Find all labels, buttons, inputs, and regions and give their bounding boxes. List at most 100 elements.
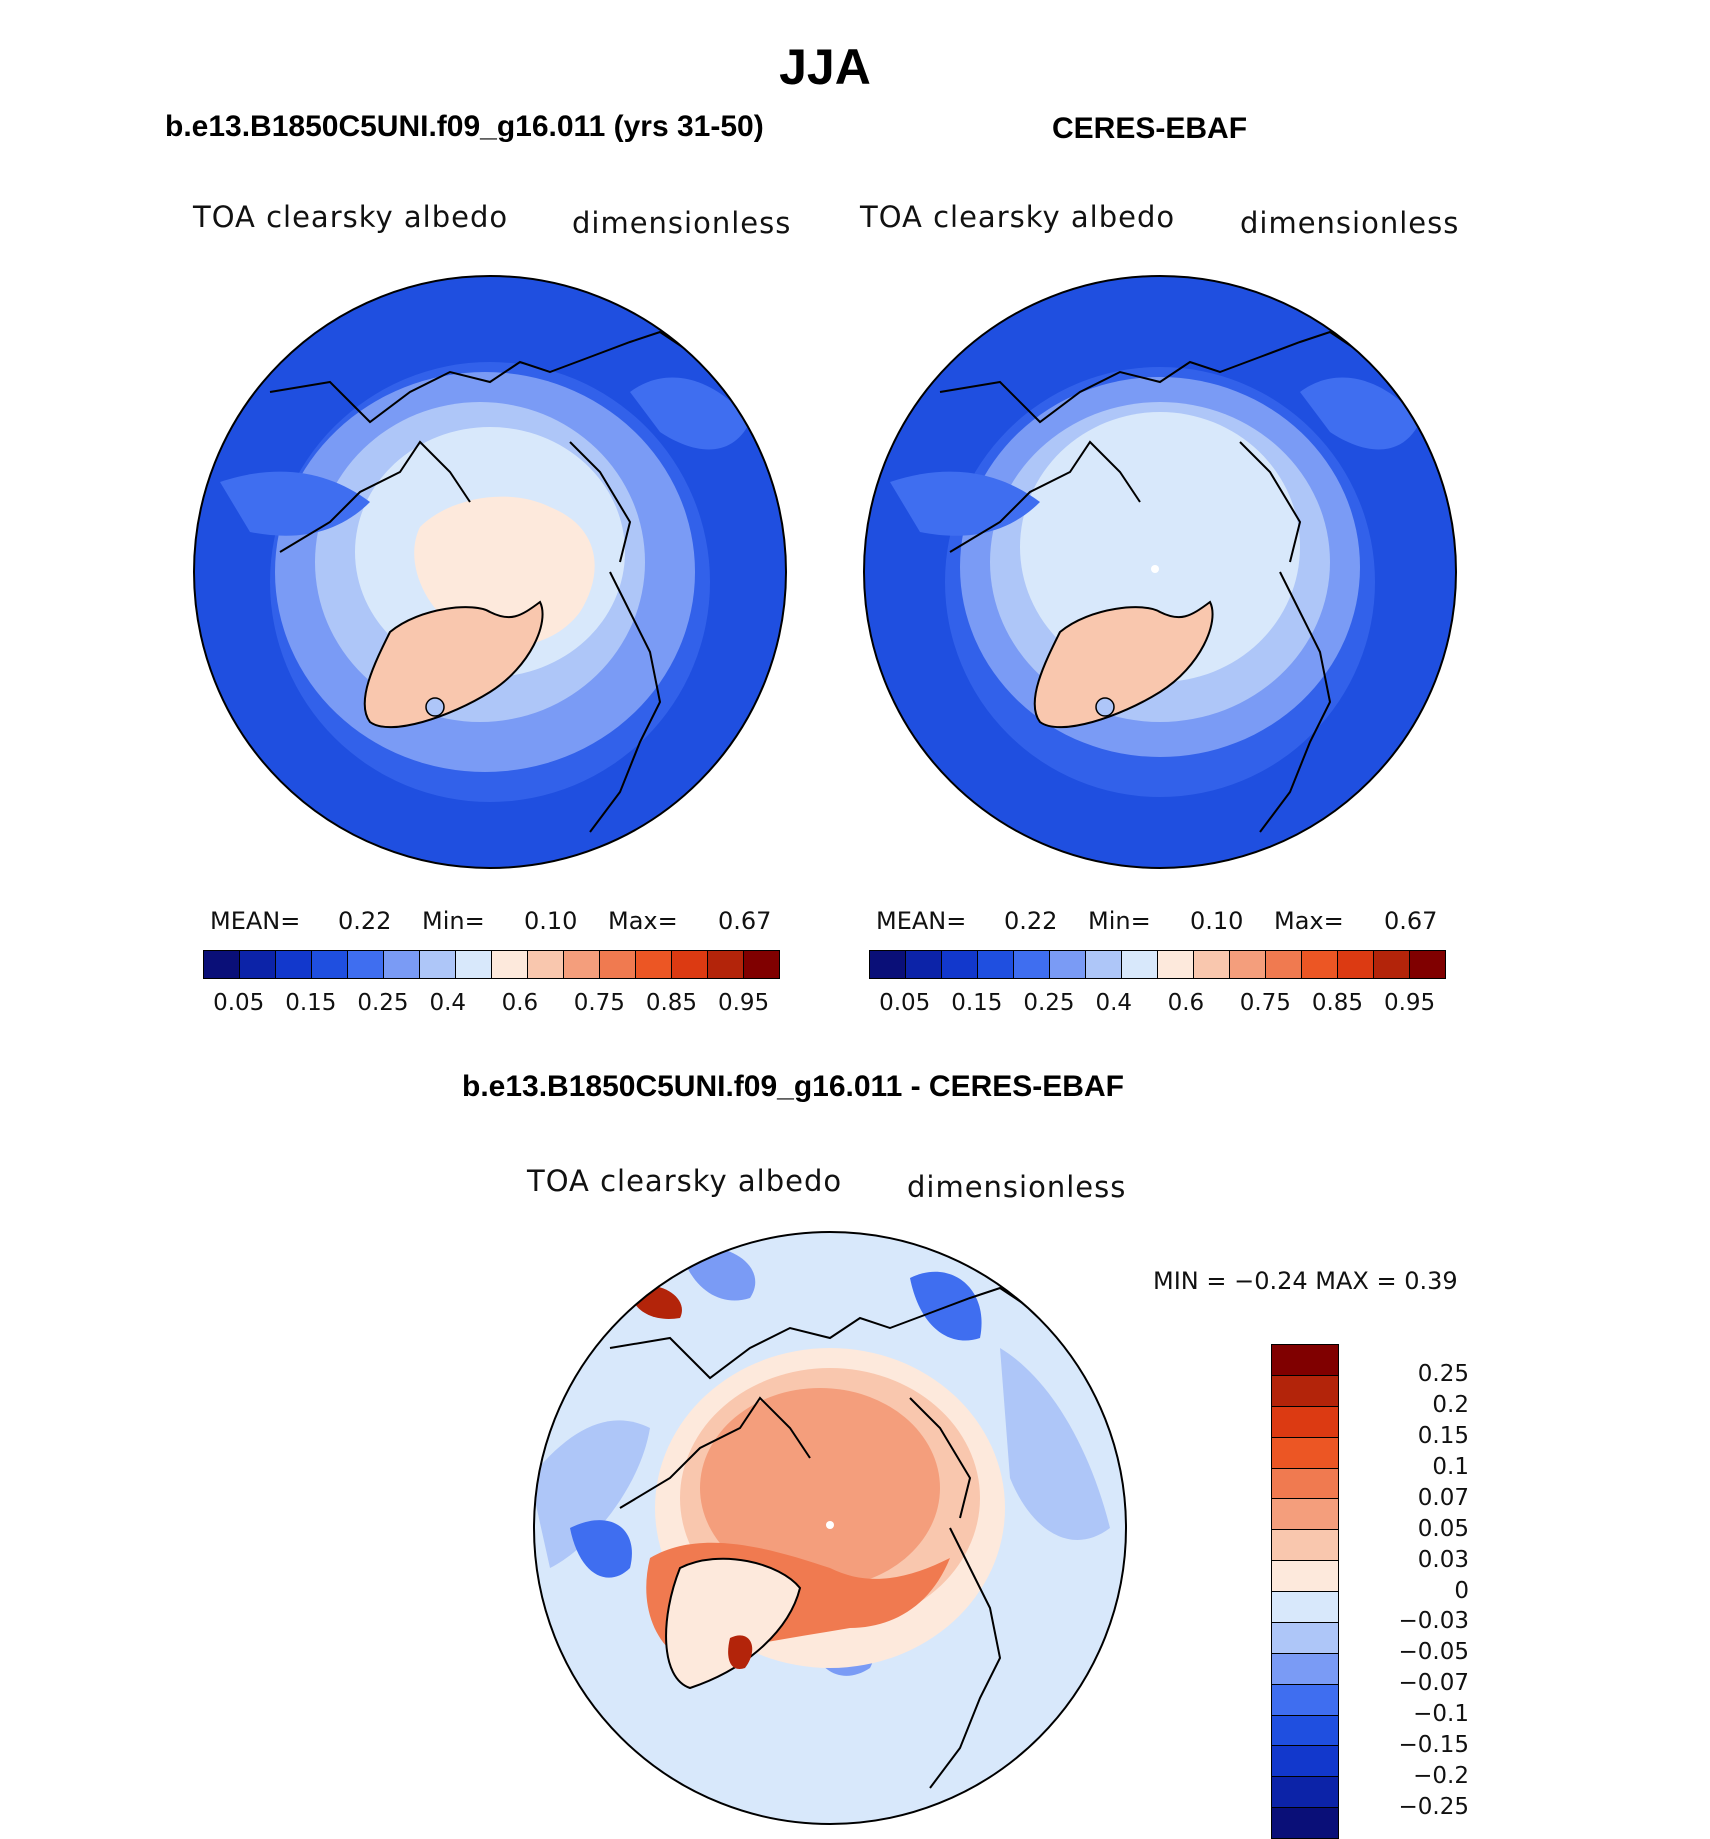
- colorbar-swatch: [1272, 1592, 1338, 1623]
- colorbar-tick-label: 0.05: [879, 990, 931, 1016]
- colorbar-swatch: [1266, 951, 1302, 978]
- colorbar-swatch: [600, 951, 636, 978]
- colorbar-tick-label: −0.2: [1413, 1763, 1469, 1790]
- colorbar-swatch: [492, 951, 528, 978]
- colorbar-swatch: [528, 951, 564, 978]
- panel3-coastline-europe: [929, 1527, 1002, 1789]
- panel2-min-value: 0.10: [1190, 907, 1244, 935]
- colorbar-tick-label: 0.75: [573, 990, 625, 1016]
- panel3-colorbar-ticks: 0.25 0.2 0.15 0.1 0.07 0.05 0.03 0 −0.03 −0.05 −0.…: [1349, 1344, 1469, 1839]
- colorbar-tick-label: 0.05: [1417, 1515, 1469, 1542]
- panel3-pos-max-greenland: [728, 1635, 753, 1669]
- panel3-title: b.e13.B1850C5UNI.f09_g16.011 - CERES-EBA…: [462, 1070, 1124, 1103]
- colorbar-swatch: [978, 951, 1014, 978]
- colorbar-tick-label: −0.07: [1398, 1670, 1469, 1697]
- colorbar-swatch: [348, 951, 384, 978]
- colorbar-swatch: [384, 951, 420, 978]
- colorbar-tick-label: 0.4: [1095, 990, 1133, 1016]
- panel3-pole-hole: [826, 1521, 834, 1529]
- colorbar-swatch: [420, 951, 456, 978]
- panel2-siberia-patch: [1300, 377, 1420, 450]
- colorbar-swatch: [564, 951, 600, 978]
- colorbar-tick-label: 0.2: [1432, 1391, 1469, 1418]
- panel1-map: [193, 275, 787, 869]
- panel1-min-value: 0.10: [524, 907, 578, 935]
- colorbar-tick-label: 0.4: [429, 990, 467, 1016]
- panel2-coastline-europe: [1259, 571, 1332, 833]
- colorbar-swatch: [1158, 951, 1194, 978]
- panel2-pole-hole: [1151, 565, 1159, 573]
- colorbar-swatch: [1272, 1808, 1338, 1838]
- panel2-greenland: [1033, 600, 1214, 729]
- colorbar-tick-label: 0.07: [1417, 1484, 1469, 1511]
- panel3-map: [533, 1231, 1127, 1825]
- panel1-coastline-canada: [279, 440, 471, 553]
- colorbar-swatch: [1194, 951, 1230, 978]
- colorbar-swatch: [276, 951, 312, 978]
- panel3-greenland: [665, 1557, 802, 1690]
- panel2-units: dimensionless: [1240, 206, 1460, 240]
- panel2-coastline-north: [939, 330, 1361, 424]
- colorbar-swatch: [708, 951, 744, 978]
- panel2-max-label: Max=: [1274, 907, 1344, 935]
- colorbar-swatch: [1272, 1561, 1338, 1592]
- colorbar-tick-label: 0.6: [501, 990, 539, 1016]
- panel1-max-label: Max=: [608, 907, 678, 935]
- colorbar-swatch: [906, 951, 942, 978]
- colorbar-tick-label: 0.6: [1167, 990, 1205, 1016]
- colorbar-tick-label: 0: [1454, 1577, 1469, 1604]
- panel2-variable: TOA clearsky albedo: [860, 200, 1176, 234]
- colorbar-tick-label: 0.25: [357, 990, 409, 1016]
- panel2-mean-label: MEAN=: [876, 907, 967, 935]
- panel1-min-label: Min=: [422, 907, 485, 935]
- colorbar-tick-label: 0.85: [645, 990, 698, 1016]
- colorbar-tick-label: 0.15: [1417, 1422, 1469, 1449]
- panel3-neg-patch-hudson: [570, 1520, 632, 1578]
- panel3-units: dimensionless: [907, 1170, 1127, 1204]
- panel1-greenland: [363, 600, 544, 729]
- colorbar-swatch: [942, 951, 978, 978]
- colorbar-tick-label: 0.1: [1432, 1453, 1469, 1480]
- panel1-max-value: 0.67: [718, 907, 772, 935]
- panel1-colorbar-ticks: 0.05 0.15 0.25 0.4 0.6 0.75 0.85 0.95: [203, 990, 780, 1020]
- panel3-minmax: MIN = −0.24 MAX = 0.39: [1153, 1267, 1458, 1295]
- panel3-map-border: [533, 1231, 1127, 1825]
- colorbar-swatch: [1272, 1715, 1338, 1747]
- colorbar-swatch: [312, 951, 348, 978]
- panel1-mean-label: MEAN=: [210, 907, 301, 935]
- panel2-iceland: [1095, 697, 1115, 717]
- colorbar-tick-label: 0.85: [1311, 990, 1364, 1016]
- colorbar-swatch: [204, 951, 240, 978]
- panel1-colorbar: [203, 950, 780, 979]
- colorbar-tick-label: −0.05: [1398, 1639, 1469, 1666]
- panel1-map-border: [193, 275, 787, 869]
- panel2-map: [863, 275, 1457, 869]
- panel3-coastline-north: [609, 1286, 1031, 1380]
- colorbar-tick-label: 0.25: [1417, 1360, 1469, 1387]
- colorbar-swatch: [744, 951, 779, 978]
- colorbar-swatch: [1272, 1468, 1338, 1500]
- colorbar-swatch: [240, 951, 276, 978]
- panel3-variable: TOA clearsky albedo: [527, 1164, 843, 1198]
- colorbar-swatch: [1272, 1684, 1338, 1716]
- season-title: JJA: [779, 39, 871, 95]
- panel3-colorbar: [1271, 1344, 1339, 1839]
- panel1-coastline-russia: [569, 441, 632, 563]
- panel2-mean-value: 0.22: [1004, 907, 1058, 935]
- colorbar-swatch: [1272, 1746, 1338, 1778]
- colorbar-swatch: [1338, 951, 1374, 978]
- colorbar-swatch: [672, 951, 708, 978]
- panel1-siberia-patch: [630, 377, 750, 450]
- panel3-neg-patch-east: [1000, 1348, 1110, 1540]
- colorbar-tick-label: 0.15: [285, 990, 337, 1016]
- colorbar-tick-label: 0.25: [1023, 990, 1075, 1016]
- colorbar-swatch: [1272, 1406, 1338, 1438]
- colorbar-tick-label: −0.03: [1398, 1608, 1469, 1635]
- colorbar-swatch: [1272, 1345, 1338, 1376]
- colorbar-swatch: [1050, 951, 1086, 978]
- panel2-coastline-russia: [1239, 441, 1302, 563]
- colorbar-swatch: [1230, 951, 1266, 978]
- colorbar-swatch: [456, 951, 492, 978]
- panel3-pos-inner: [700, 1388, 940, 1588]
- colorbar-swatch: [870, 951, 906, 978]
